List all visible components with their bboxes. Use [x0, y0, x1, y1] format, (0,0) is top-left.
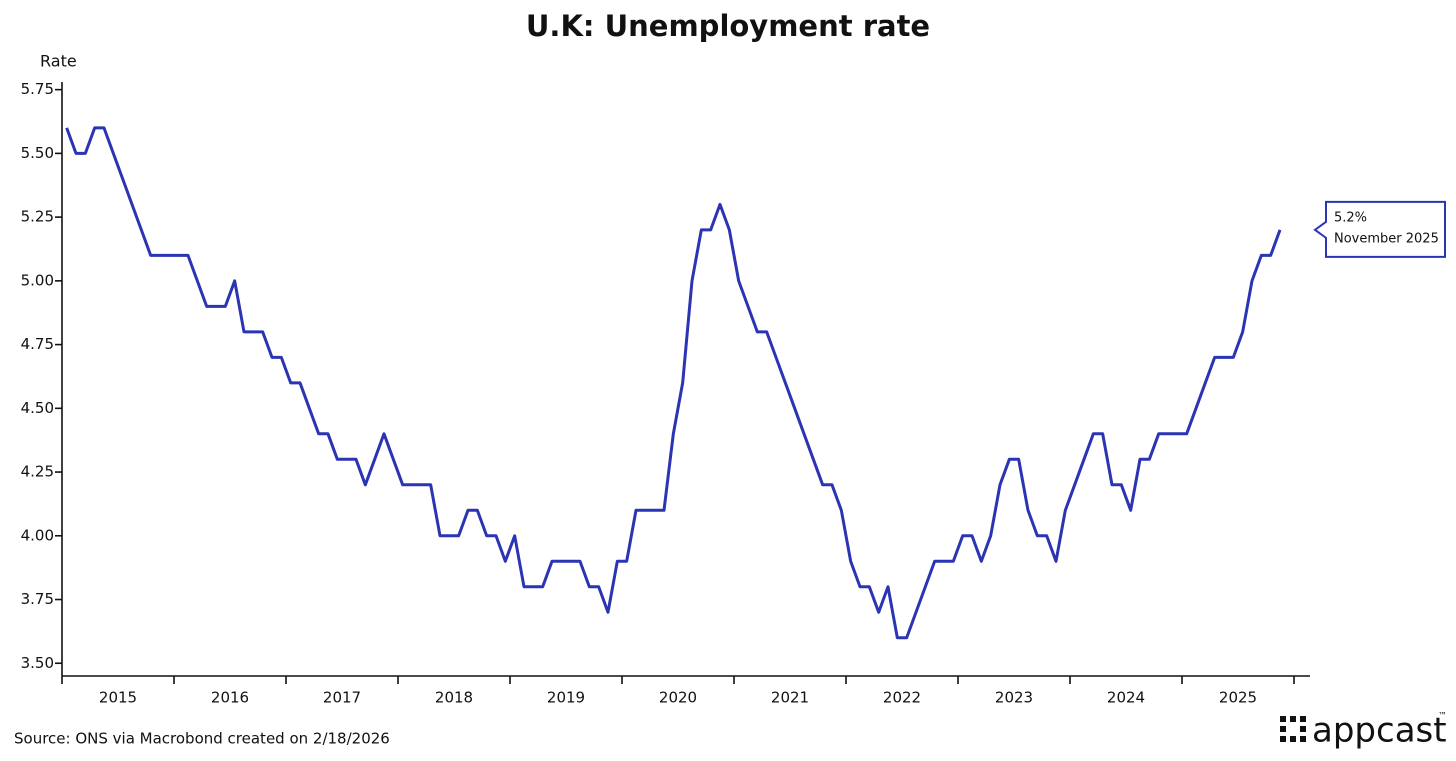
x-tick-label: 2015: [99, 689, 137, 707]
x-tick-label: 2020: [659, 689, 697, 707]
y-tick-label: 3.50: [21, 654, 54, 672]
y-axis-label: Rate: [40, 52, 77, 71]
y-tick-label: 4.00: [21, 526, 54, 544]
y-tick-label: 3.75: [21, 590, 54, 608]
x-tick-label: 2018: [435, 689, 473, 707]
callout-text: November 2025: [1334, 231, 1439, 246]
logo-trademark: ™: [1438, 712, 1447, 722]
x-tick-label: 2021: [771, 689, 809, 707]
x-tick-label: 2024: [1107, 689, 1145, 707]
logo-icon: [1280, 716, 1306, 742]
x-tick-label: 2017: [323, 689, 361, 707]
callout-text: 5.2%: [1334, 210, 1367, 225]
y-tick-label: 5.00: [21, 271, 54, 289]
x-tick-label: 2022: [883, 689, 921, 707]
logo-text: appcast: [1312, 711, 1447, 751]
chart-title: U.K: Unemployment rate: [526, 9, 930, 43]
callout-box: [1313, 200, 1446, 258]
y-tick-label: 4.25: [21, 463, 54, 481]
x-tick-label: 2016: [211, 689, 249, 707]
y-tick-label: 4.50: [21, 399, 54, 417]
x-tick-label: 2023: [995, 689, 1033, 707]
y-tick-label: 5.50: [21, 144, 54, 162]
callout: 5.2% November 2025: [1313, 200, 1446, 258]
x-tick-label: 2019: [547, 689, 585, 707]
y-tick-label: 4.75: [21, 335, 54, 353]
y-tick-label: 5.75: [21, 80, 54, 98]
source-note: Source: ONS via Macrobond created on 2/1…: [14, 730, 390, 748]
x-tick-label: 2025: [1219, 689, 1257, 707]
line-series: [65, 126, 1282, 640]
y-tick-label: 5.25: [21, 208, 54, 226]
